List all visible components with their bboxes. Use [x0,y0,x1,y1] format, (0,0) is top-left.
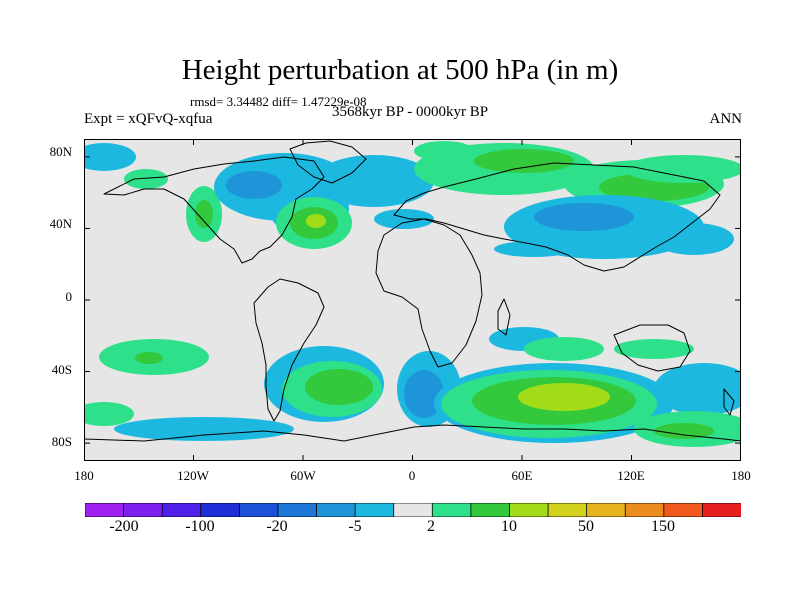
lat-label-80s: 80S [51,434,72,449]
lat-label-40n: 40N [49,216,72,231]
colorbar-label: -20 [266,518,288,535]
lat-label-0: 0 [65,289,73,304]
colorbar-swatch [123,503,164,517]
axis-ticks [84,139,741,461]
colorbar-swatch [277,503,318,517]
period-label: 3568kyr BP - 0000kyr BP [331,104,489,120]
colorbar-label: 10 [501,518,517,535]
colorbar-swatch [316,503,357,517]
experiment-label: Expt = xQFvQ-xqfua [84,111,213,127]
colorbar-swatch [663,503,704,517]
rmsd-stats: rmsd= 3.34482 diff= 1.47229e-08 [190,94,367,109]
colorbar-swatch [702,503,741,517]
colorbar-swatch [547,503,588,517]
colorbar-swatch [354,503,395,517]
colorbar-swatch [238,503,279,517]
colorbar-swatch [85,503,125,517]
colorbar-label: 50 [578,518,594,535]
lon-label-180e: 180 [731,468,751,483]
colorbar-label: 2 [427,518,435,535]
colorbar-label: -5 [348,518,362,535]
season-label: ANN [709,111,743,127]
colorbar-swatch [624,503,665,517]
colorbar-swatch [509,503,549,517]
colorbar-swatch [200,503,241,517]
colorbar-swatch [431,503,472,517]
colorbar [85,503,741,517]
colorbar-label: -200 [109,518,139,535]
colorbar-swatch [586,503,627,517]
lon-label-0: 0 [408,468,416,483]
lon-label-120w: 120W [177,468,209,483]
colorbar-label: 150 [651,518,675,535]
colorbar-swatch [393,503,434,517]
lon-label-60w: 60W [290,468,316,483]
lat-label-80n: 80N [49,144,72,159]
colorbar-swatch [161,503,202,517]
plot-title: Height perturbation at 500 hPa (in m) [181,54,619,86]
lon-label-60e: 60E [511,468,533,483]
lat-label-40s: 40S [51,362,72,377]
colorbar-swatch [470,503,511,517]
colorbar-label: -100 [185,518,215,535]
field-contours [84,141,741,447]
world-map-heatmap [84,139,741,461]
lon-label-180w: 180 [74,468,94,483]
coastlines [84,140,741,442]
lon-label-120e: 120E [617,468,645,483]
